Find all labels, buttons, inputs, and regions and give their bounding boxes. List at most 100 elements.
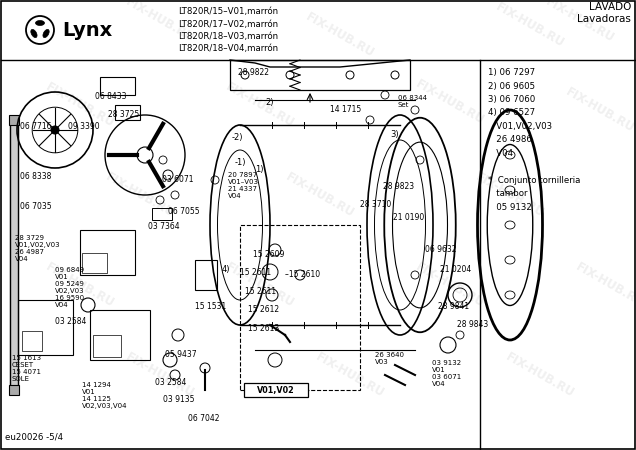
Text: 05 9132: 05 9132 xyxy=(488,203,532,212)
Text: FIX-HUB.RU: FIX-HUB.RU xyxy=(43,260,116,310)
Text: V04: V04 xyxy=(488,149,513,158)
Text: 03 2584: 03 2584 xyxy=(55,317,86,326)
Text: 03 9132
V01
03 6071
V04: 03 9132 V01 03 6071 V04 xyxy=(432,360,461,387)
Text: FIX-HUB.RU: FIX-HUB.RU xyxy=(123,350,197,400)
Text: FIX-HUB.RU: FIX-HUB.RU xyxy=(543,0,617,45)
Text: FIX-HUB.RU: FIX-HUB.RU xyxy=(494,0,567,50)
Text: FIX-HUB.RU: FIX-HUB.RU xyxy=(303,10,377,60)
Text: V01,V02: V01,V02 xyxy=(257,386,295,395)
Text: 06 8338: 06 8338 xyxy=(20,172,52,181)
Bar xyxy=(195,260,217,290)
Text: 2): 2) xyxy=(265,98,273,107)
Text: Lavadoras: Lavadoras xyxy=(577,14,631,24)
Text: FIX-HUB.RU: FIX-HUB.RU xyxy=(413,77,487,127)
Text: 14 1294
V01
14 1125
V02,V03,V04: 14 1294 V01 14 1125 V02,V03,V04 xyxy=(82,382,127,409)
Bar xyxy=(93,335,121,357)
Bar xyxy=(9,385,19,395)
Text: 15 2611: 15 2611 xyxy=(240,268,271,277)
Text: FIX-HUB.RU: FIX-HUB.RU xyxy=(284,170,357,220)
Ellipse shape xyxy=(43,29,49,38)
Text: 15 2613: 15 2613 xyxy=(248,324,279,333)
Text: 4): 4) xyxy=(222,265,230,274)
Bar xyxy=(9,115,19,125)
Text: FIX-HUB.RU: FIX-HUB.RU xyxy=(503,350,577,400)
Text: 1): 1) xyxy=(255,165,263,174)
Text: 26 4986: 26 4986 xyxy=(488,135,532,144)
Text: 15 2612: 15 2612 xyxy=(248,305,279,314)
Text: 28 3729
V01,V02,V03
26 4987
V04: 28 3729 V01,V02,V03 26 4987 V04 xyxy=(15,235,60,262)
Text: 14 1715: 14 1715 xyxy=(330,105,361,114)
Text: FIX-HUB.RU: FIX-HUB.RU xyxy=(43,80,116,130)
Text: -2): -2) xyxy=(232,133,244,142)
Text: 03 7364: 03 7364 xyxy=(148,222,179,231)
Text: *  Conjunto tornilleria: * Conjunto tornilleria xyxy=(488,176,581,185)
Text: FIX-HUB.RU: FIX-HUB.RU xyxy=(563,85,636,135)
Bar xyxy=(240,225,360,390)
Text: 28 9841: 28 9841 xyxy=(438,302,469,311)
Text: 15 2609: 15 2609 xyxy=(253,250,284,259)
Text: 09 6849
V01
09 5249
V02,V03
16 9590
V04: 09 6849 V01 09 5249 V02,V03 16 9590 V04 xyxy=(55,267,85,308)
Bar xyxy=(230,60,410,90)
Text: 28 3725: 28 3725 xyxy=(108,110,139,119)
Text: 20 7897
V01–V03
21 4337
V04: 20 7897 V01–V03 21 4337 V04 xyxy=(228,172,259,199)
Text: LAVADO: LAVADO xyxy=(589,2,631,12)
Bar xyxy=(90,310,150,360)
Text: FIX-HUB.RU: FIX-HUB.RU xyxy=(314,350,387,400)
Ellipse shape xyxy=(36,21,45,26)
Text: LT820R/18–V03,marrón: LT820R/18–V03,marrón xyxy=(178,32,278,41)
Text: 06 7055: 06 7055 xyxy=(168,207,200,216)
Text: LT820R/17–V02,marrón: LT820R/17–V02,marrón xyxy=(178,19,278,28)
Text: 03 2584: 03 2584 xyxy=(155,378,186,387)
Text: 21 0204: 21 0204 xyxy=(440,265,471,274)
Bar xyxy=(18,300,73,355)
Text: FIX-HUB.RU: FIX-HUB.RU xyxy=(123,0,197,45)
Text: tambor: tambor xyxy=(488,189,527,198)
Text: 3) 06 7060: 3) 06 7060 xyxy=(488,95,536,104)
Circle shape xyxy=(51,126,59,134)
Text: –15 2610: –15 2610 xyxy=(285,270,320,279)
Bar xyxy=(115,105,140,120)
Text: LT820R/15–V01,marrón: LT820R/15–V01,marrón xyxy=(178,7,278,16)
Text: 4) 09 6527: 4) 09 6527 xyxy=(488,108,535,117)
Bar xyxy=(82,253,107,273)
Bar xyxy=(244,383,308,397)
Text: 03 9135: 03 9135 xyxy=(163,395,195,404)
Text: FIX-HUB.RU: FIX-HUB.RU xyxy=(473,170,547,220)
Text: 28 9822: 28 9822 xyxy=(238,68,269,77)
Text: 15 1531: 15 1531 xyxy=(195,302,226,311)
Text: 06 7716: 06 7716 xyxy=(20,122,52,131)
Bar xyxy=(152,208,172,220)
Text: 28 9843: 28 9843 xyxy=(457,320,488,329)
Text: 28 3710: 28 3710 xyxy=(360,200,391,209)
Text: 06 7035: 06 7035 xyxy=(20,202,52,211)
Text: 15 1613
CESET
15 4071
SOLE: 15 1613 CESET 15 4071 SOLE xyxy=(12,355,41,382)
Text: V01,V02,V03: V01,V02,V03 xyxy=(488,122,552,131)
Text: 06 9632: 06 9632 xyxy=(425,245,457,254)
Text: 2) 06 9605: 2) 06 9605 xyxy=(488,81,535,90)
Text: 06 8344
Set: 06 8344 Set xyxy=(398,95,427,108)
Text: FIX-HUB.RU: FIX-HUB.RU xyxy=(573,260,636,310)
Bar xyxy=(100,77,135,95)
Ellipse shape xyxy=(31,29,37,38)
Text: 03 6071: 03 6071 xyxy=(162,175,193,184)
Text: 26 3640
V03: 26 3640 V03 xyxy=(375,352,404,365)
Text: 06 8433: 06 8433 xyxy=(95,92,127,101)
Text: 1) 06 7297: 1) 06 7297 xyxy=(488,68,535,77)
Bar xyxy=(80,230,135,275)
Text: FIX-HUB.RU: FIX-HUB.RU xyxy=(413,260,487,310)
Text: Lynx: Lynx xyxy=(62,21,112,40)
Text: eu20026 -5/4: eu20026 -5/4 xyxy=(5,433,63,442)
Text: 21 0190: 21 0190 xyxy=(393,213,424,222)
Text: 09 3390: 09 3390 xyxy=(68,122,100,131)
Text: LT820R/18–V04,marrón: LT820R/18–V04,marrón xyxy=(178,45,278,54)
Text: FIX-HUB.RU: FIX-HUB.RU xyxy=(223,260,296,310)
Text: 06 7042: 06 7042 xyxy=(188,414,219,423)
Text: 15 2611: 15 2611 xyxy=(245,287,276,296)
Text: FIX-HUB.RU: FIX-HUB.RU xyxy=(223,80,296,130)
Text: FIX-HUB.RU: FIX-HUB.RU xyxy=(104,170,177,220)
Text: 3): 3) xyxy=(390,130,399,139)
Text: 28 9823: 28 9823 xyxy=(383,182,414,191)
Bar xyxy=(22,331,42,351)
Text: 05 9437: 05 9437 xyxy=(165,350,197,359)
Text: -1): -1) xyxy=(235,158,247,167)
